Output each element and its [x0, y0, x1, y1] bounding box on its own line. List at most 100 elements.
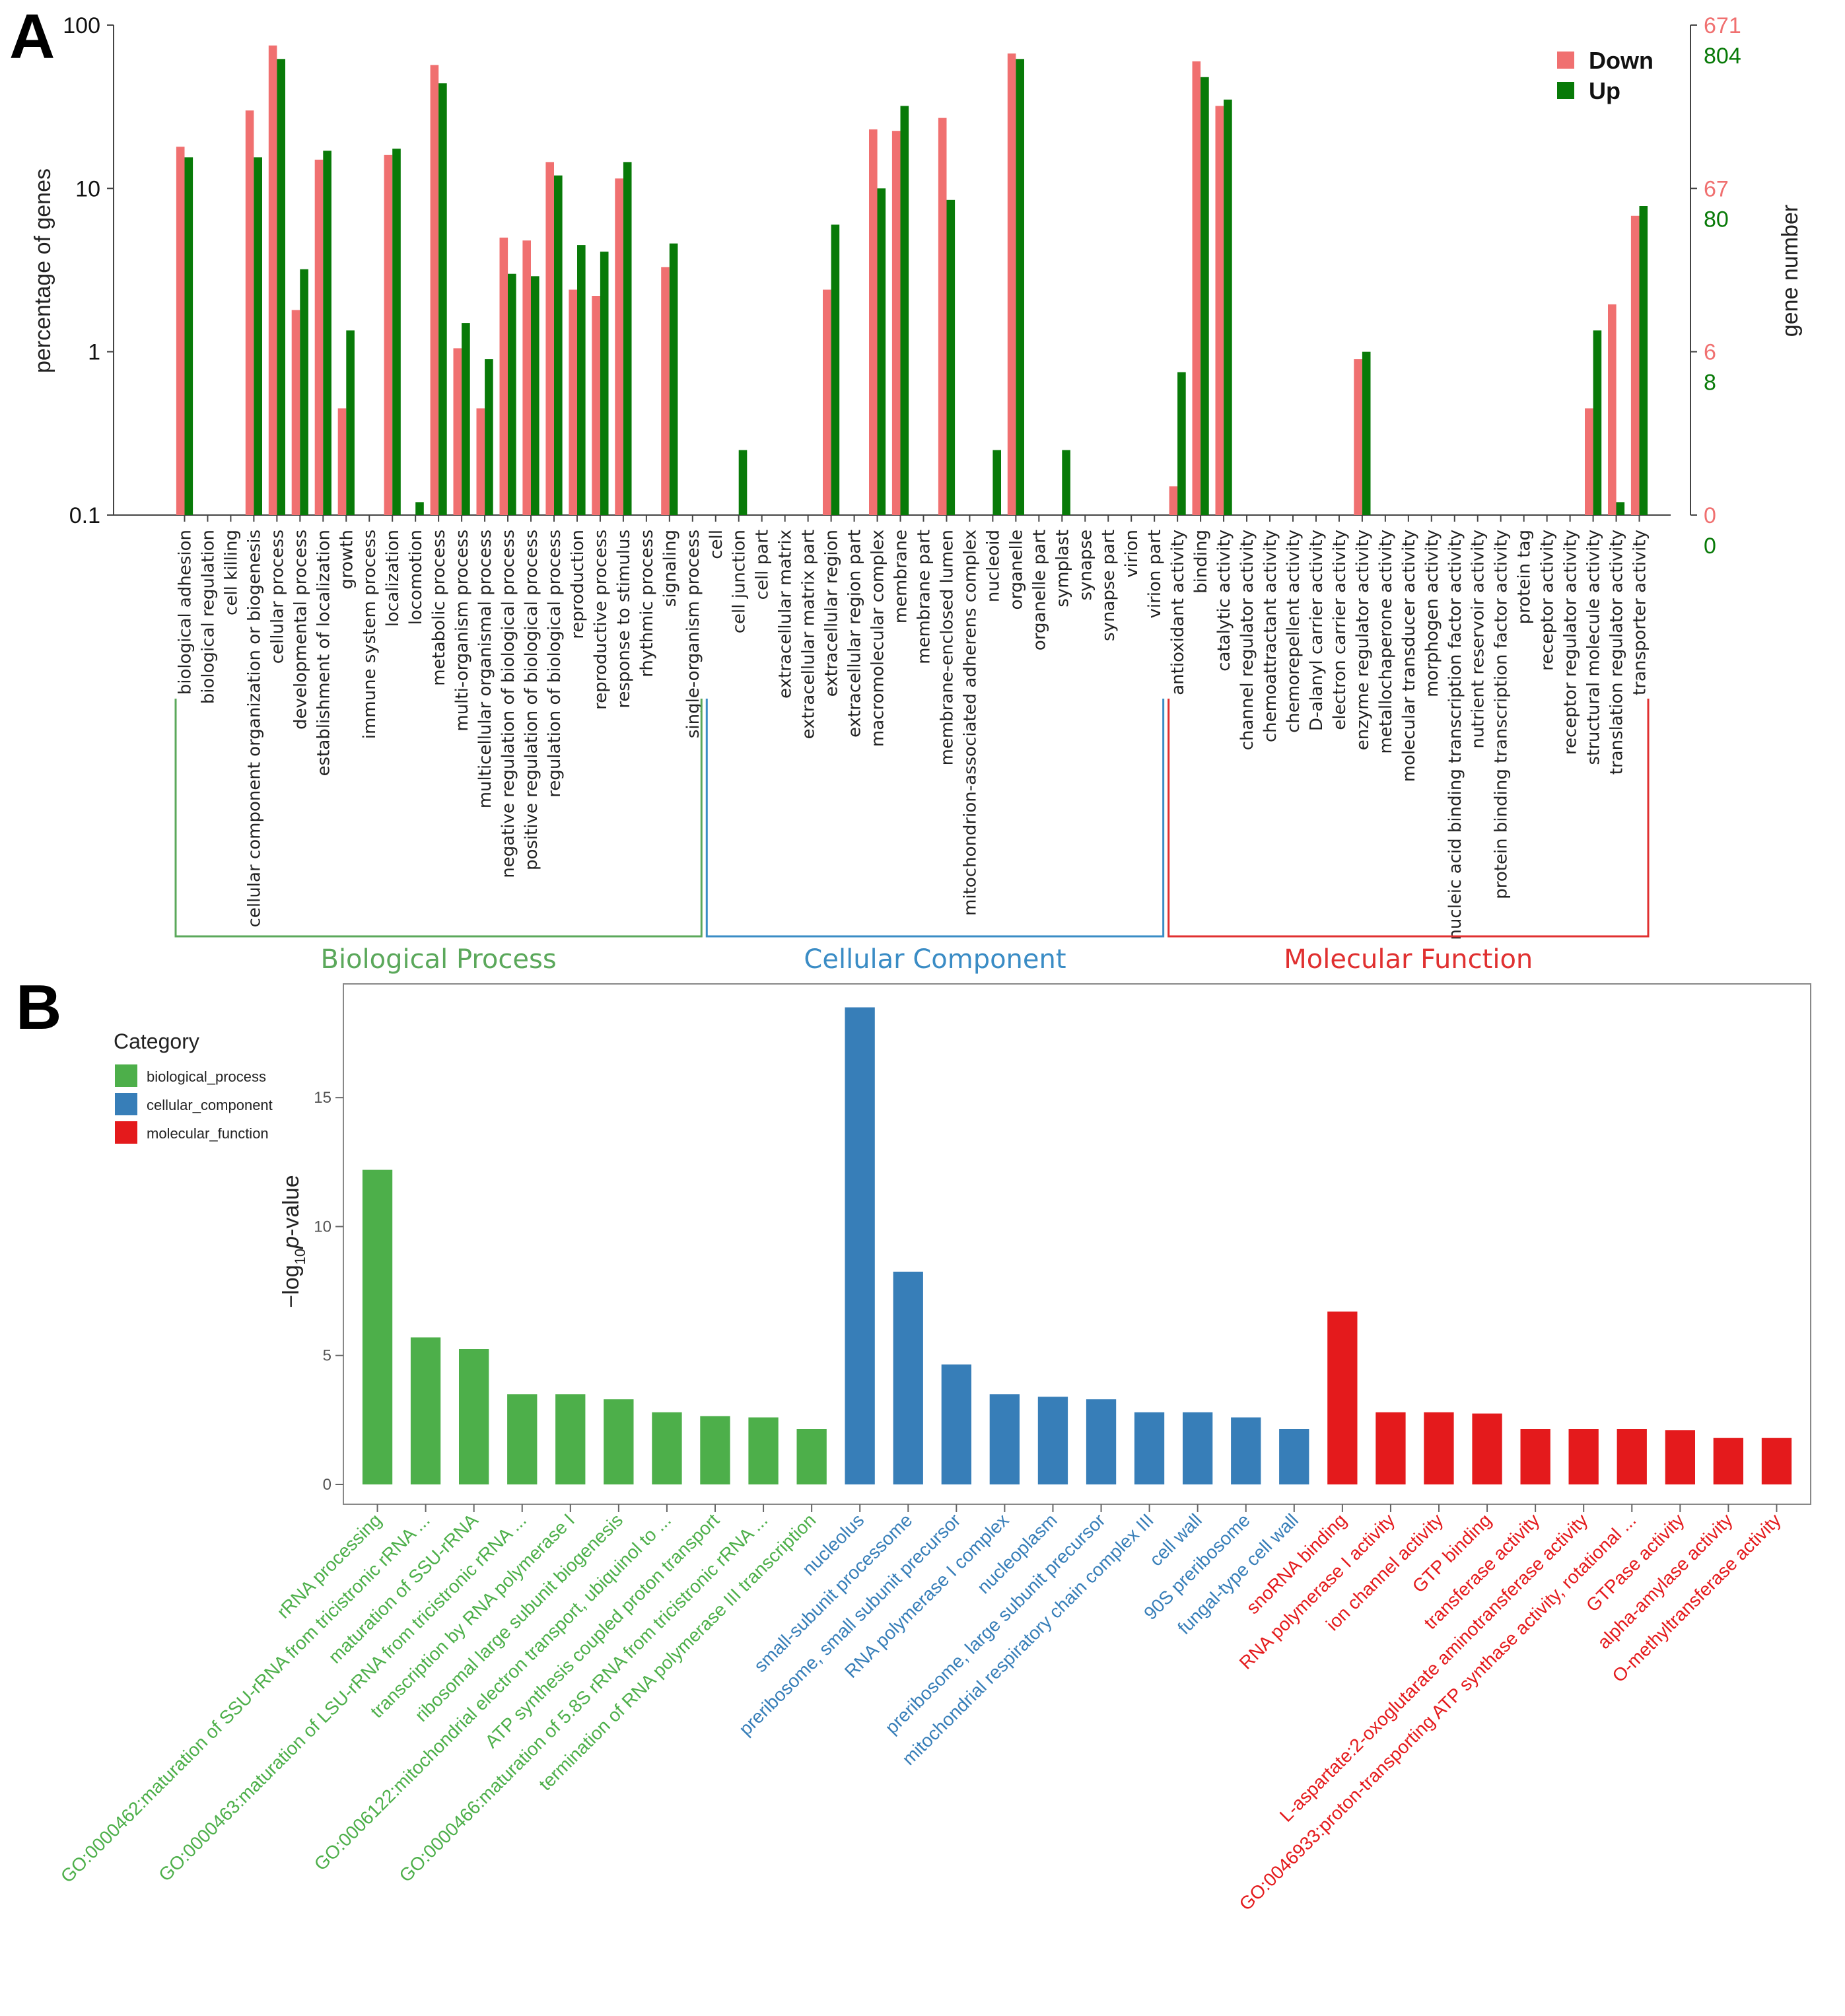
- panel-a-x-label: catalytic activity: [1214, 530, 1234, 672]
- panel-a-x-label: virion part: [1145, 530, 1165, 619]
- panel-a-x-label: chemoattractant activity: [1261, 530, 1280, 742]
- bar-up: [277, 59, 285, 516]
- bar-down: [291, 310, 300, 515]
- panel-a-x-label: reproductive process: [591, 530, 611, 710]
- panel-a-x-label: localization: [383, 530, 403, 627]
- panel-a-x-label: nucleic acid binding transcription facto…: [1445, 530, 1465, 940]
- bar-up: [1639, 206, 1648, 515]
- panel-b-y-axis-title-italic: p: [279, 1236, 304, 1249]
- panel-b-y-axis-title-main: −log: [279, 1265, 304, 1307]
- panel-a-x-label: biological regulation: [199, 530, 219, 704]
- panel-a-x-label: cell part: [753, 530, 773, 600]
- bar-down: [522, 240, 531, 515]
- panel-a-x-label: macromolecular complex: [868, 530, 888, 747]
- panel-a-x-label: cell: [707, 530, 726, 559]
- panel-b-y-ticks: 0 5 10 15: [314, 1089, 343, 1494]
- panel-a-x-label: multicellular organismal process: [475, 530, 495, 808]
- bar-up: [877, 188, 886, 515]
- panel-a-x-label: protein binding transcription factor act…: [1492, 530, 1512, 899]
- bar-up: [1201, 77, 1209, 516]
- panel-a-x-label: positive regulation of biological proces…: [522, 530, 541, 870]
- panel-a-x-label: reproduction: [568, 530, 588, 639]
- panel-a-y-axis-title: percentage of genes: [30, 168, 55, 373]
- panel-b-y-tick-label: 5: [323, 1347, 331, 1365]
- bar-up: [1062, 450, 1070, 515]
- bar-down: [1007, 53, 1016, 515]
- panel-b-legend-title: Category: [114, 1029, 199, 1053]
- group-bracket: [705, 699, 1165, 938]
- panel-b-y-tick-label: 0: [323, 1476, 331, 1494]
- bar-down: [176, 147, 185, 515]
- panel-a-y-ticks: 0.1 1 10 100: [63, 13, 114, 528]
- panel-a-x-label: negative regulation of biological proces…: [499, 530, 518, 878]
- bar-down: [430, 65, 439, 515]
- bar-up: [577, 245, 586, 515]
- bar-up: [438, 83, 447, 515]
- bar-down: [1215, 106, 1224, 515]
- bar-down: [869, 129, 878, 515]
- panel-a-x-label: enzyme regulator activity: [1353, 530, 1373, 750]
- panel-a-x-label: antioxidant activity: [1168, 530, 1188, 695]
- bar-molecular_function: [1617, 1429, 1647, 1484]
- panel-a-x-label: rhythmic process: [637, 530, 657, 678]
- panel-a-x-label: translation regulator activity: [1607, 530, 1627, 775]
- bar-cellular_component: [1279, 1429, 1309, 1484]
- panel-a-y-tick-label: 100: [63, 13, 100, 38]
- legend-label-cellular-component: cellular_component: [147, 1097, 273, 1113]
- bar-up: [1016, 59, 1024, 516]
- bar-up: [1177, 372, 1186, 515]
- panel-a-x-label: membrane: [891, 530, 911, 623]
- panel-a-x-label: developmental process: [291, 530, 310, 730]
- bar-down: [661, 267, 670, 515]
- bar-up: [623, 162, 632, 515]
- bar-up: [508, 273, 516, 515]
- legend-label-molecular-function: molecular_function: [147, 1125, 269, 1142]
- panel-a-x-label: virion: [1122, 530, 1142, 578]
- panel-a-x-labels: biological adhesion biological regulation…: [176, 530, 1650, 940]
- bar-cellular_component: [1231, 1417, 1261, 1484]
- bar-molecular_function: [1713, 1438, 1743, 1484]
- panel-a-x-label: transporter activity: [1630, 530, 1650, 695]
- bar-down: [268, 45, 277, 515]
- panel-a-x-label: molecular transducer activity: [1399, 530, 1419, 782]
- bar-biological_process: [459, 1349, 489, 1484]
- panel-a-letter: A: [9, 1, 55, 72]
- bar-biological_process: [796, 1429, 827, 1484]
- panel-b-y-tick-label: 15: [314, 1089, 331, 1107]
- panel-a-x-label: signaling: [660, 530, 680, 607]
- bar-up: [462, 323, 470, 515]
- bar-up: [300, 269, 308, 515]
- bar-up: [554, 175, 563, 515]
- panel-a-x-label: organelle: [1006, 530, 1026, 610]
- bar-up: [184, 157, 193, 516]
- panel-a-x-label: nucleoid: [983, 530, 1003, 602]
- panel-a-x-label: electron carrier activity: [1330, 530, 1350, 730]
- bar-up: [1224, 99, 1232, 516]
- bar-up: [531, 276, 540, 515]
- panel-a-x-label: membrane part: [915, 530, 934, 664]
- bar-biological_process: [507, 1394, 538, 1484]
- bar-down: [453, 348, 462, 515]
- panel-a-x-label: cell junction: [730, 530, 749, 633]
- bar-up: [323, 151, 331, 516]
- panel-a-right-tick-up: 8: [1704, 370, 1716, 396]
- panel-a-x-label: extracellular region: [822, 530, 842, 697]
- bar-cellular_component: [941, 1364, 971, 1484]
- panel-a-x-label: metallochaperone activity: [1376, 530, 1396, 754]
- bar-up: [831, 225, 840, 515]
- panel-a-bars: [176, 45, 1648, 522]
- panel-a-right-tick-up: 804: [1704, 44, 1741, 69]
- bar-down: [1169, 486, 1178, 515]
- legend-label-up: Up: [1589, 77, 1620, 104]
- panel-a-legend: Down Up: [1557, 47, 1654, 104]
- bar-up: [415, 502, 424, 515]
- bar-up: [392, 149, 401, 515]
- bar-down: [314, 159, 324, 516]
- panel-a-y-tick-label: 10: [75, 176, 100, 201]
- panel-a-x-label: immune system process: [360, 530, 380, 739]
- panel-a-x-label: multi-organism process: [452, 530, 472, 732]
- panel-a-x-label: binding: [1191, 530, 1211, 594]
- bar-down: [1608, 304, 1617, 515]
- panel-a-x-label: protein tag: [1515, 530, 1535, 624]
- bar-up: [346, 330, 355, 515]
